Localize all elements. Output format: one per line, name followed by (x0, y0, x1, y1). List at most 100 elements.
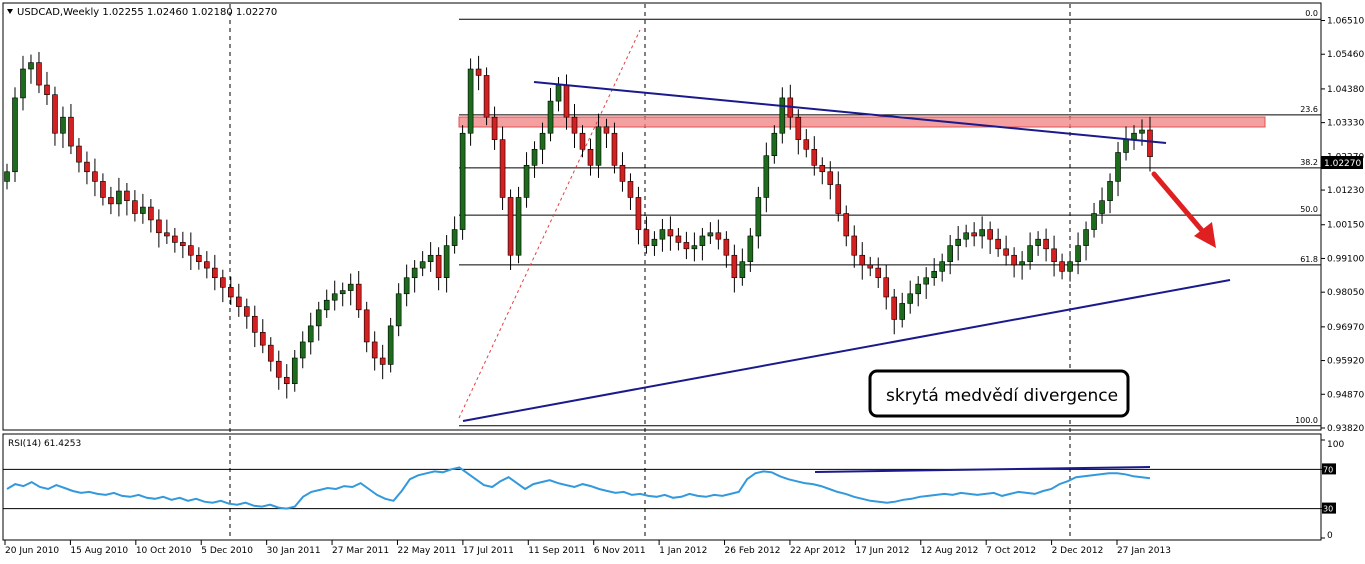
candle-body (755, 197, 762, 237)
candle-body (371, 341, 378, 359)
candle-body (963, 232, 969, 240)
rsi-title: RSI(14) 61.4253 (8, 439, 81, 449)
date-tick-label: 30 Jan 2011 (267, 546, 321, 556)
candle-body (212, 267, 218, 279)
candle-body (204, 261, 210, 269)
candle-body (1107, 181, 1113, 201)
candle-body (148, 206, 154, 221)
rsi-tick-label: 100 (1327, 440, 1344, 450)
candle-body (507, 197, 514, 256)
candle-body (923, 277, 929, 285)
candle-body (643, 229, 650, 246)
date-axis[interactable]: 20 Jun 2010 15 Aug 2010 10 Oct 2010 5 Dec 2… (4, 540, 1171, 556)
candle-body (435, 254, 442, 279)
fibonacci-level-label: 0.0 (1305, 9, 1318, 18)
date-tick-label: 20 Jun 2010 (5, 546, 59, 556)
fibonacci-level-label: 38.2 (1300, 158, 1318, 167)
price-tick-label: 1.03330 (1327, 119, 1364, 129)
candle-body (859, 254, 866, 266)
candle-body (771, 132, 778, 157)
fibonacci-retracement[interactable]: 0.0 23.6 38.2 50.0 61.8 100.0 (459, 9, 1321, 427)
date-tick-label: 11 Sep 2011 (528, 546, 585, 556)
candle-body (515, 197, 522, 256)
main-chart-frame[interactable] (2, 2, 1322, 431)
candle-body (731, 254, 738, 279)
candle-body (347, 283, 354, 291)
date-tick-label: 22 Apr 2012 (790, 546, 846, 556)
candle-body (867, 264, 874, 269)
price-tick-label: 0.95920 (1327, 357, 1364, 367)
candle-body (531, 148, 538, 166)
candle-body (387, 325, 394, 365)
candle-body (803, 139, 810, 150)
candle-body (827, 171, 834, 185)
candle-body (955, 238, 961, 246)
candle-body (323, 299, 330, 311)
candle-body (339, 290, 346, 295)
date-tick-label: 10 Oct 2010 (136, 546, 192, 556)
candle-body (315, 309, 322, 327)
candle-body (715, 232, 722, 240)
date-tick-label: 2 Dec 2012 (1052, 546, 1104, 556)
candle-body (883, 277, 890, 298)
candle-body (667, 229, 674, 237)
descending-trendline[interactable] (533, 81, 1167, 144)
candle-body (467, 68, 474, 134)
candle-body (587, 148, 594, 166)
candle-body (707, 232, 714, 237)
candle-body (235, 296, 242, 307)
candle-body (331, 293, 338, 301)
symbol-info: USDCAD,Weekly 1.02255 1.02460 1.02180 1.… (17, 7, 277, 18)
candle-body (971, 232, 977, 237)
candle-body (12, 97, 18, 173)
rsi-tick-label: 70 (1323, 465, 1333, 474)
current-price-tag: 1.02270 (1321, 156, 1363, 169)
fibonacci-level-label: 23.6 (1300, 105, 1318, 114)
rsi-divergence-line[interactable] (814, 466, 1151, 473)
candle-body (52, 94, 58, 134)
candle-body (811, 148, 818, 166)
date-tick-label: 7 Oct 2012 (986, 546, 1036, 556)
candle-body (1147, 129, 1153, 157)
candle-body (1075, 245, 1081, 262)
candle-body (60, 116, 66, 134)
resistance-zone (458, 116, 1266, 128)
candle-body (595, 126, 602, 166)
candle-body (779, 97, 786, 134)
rsi-axis[interactable]: 100 70 30 0 (1321, 439, 1344, 541)
candle-body (1099, 200, 1105, 214)
candle-body (1067, 261, 1073, 272)
candle-body (571, 116, 578, 134)
bearish-arrow (1151, 171, 1216, 248)
candle-body (164, 232, 170, 237)
candle-body (28, 62, 34, 70)
candle-body (555, 84, 562, 102)
candle-body (411, 267, 418, 279)
candle-body (172, 235, 178, 243)
candle-body (675, 235, 682, 243)
price-tick-label: 1.04380 (1327, 85, 1364, 95)
candle-body (267, 344, 274, 362)
candle-body (603, 126, 610, 134)
candle-body (44, 84, 50, 95)
dropdown-triangle-icon[interactable] (7, 9, 13, 14)
candle-body (363, 309, 370, 343)
candle-body (1035, 238, 1041, 246)
rsi-line (6, 466, 1151, 510)
candle-body (76, 145, 82, 163)
current-price-value: 1.02270 (1324, 159, 1361, 169)
candle-body (763, 155, 770, 198)
candle-body (443, 245, 450, 279)
date-tick-label: 1 Jan 2012 (659, 546, 707, 556)
candle-body (188, 245, 194, 256)
date-tick-label: 5 Dec 2010 (201, 546, 253, 556)
date-tick-label: 17 Jul 2011 (463, 546, 514, 556)
ascending-trendline[interactable] (462, 279, 1231, 422)
divergence-annotation[interactable]: skrytá medvědí divergence (868, 369, 1130, 418)
candle-body (124, 190, 130, 201)
candle-body (891, 296, 898, 320)
candle-body (699, 235, 706, 246)
date-tick-label: 27 Mar 2011 (332, 546, 389, 556)
rsi-panel-frame[interactable] (2, 433, 1322, 541)
